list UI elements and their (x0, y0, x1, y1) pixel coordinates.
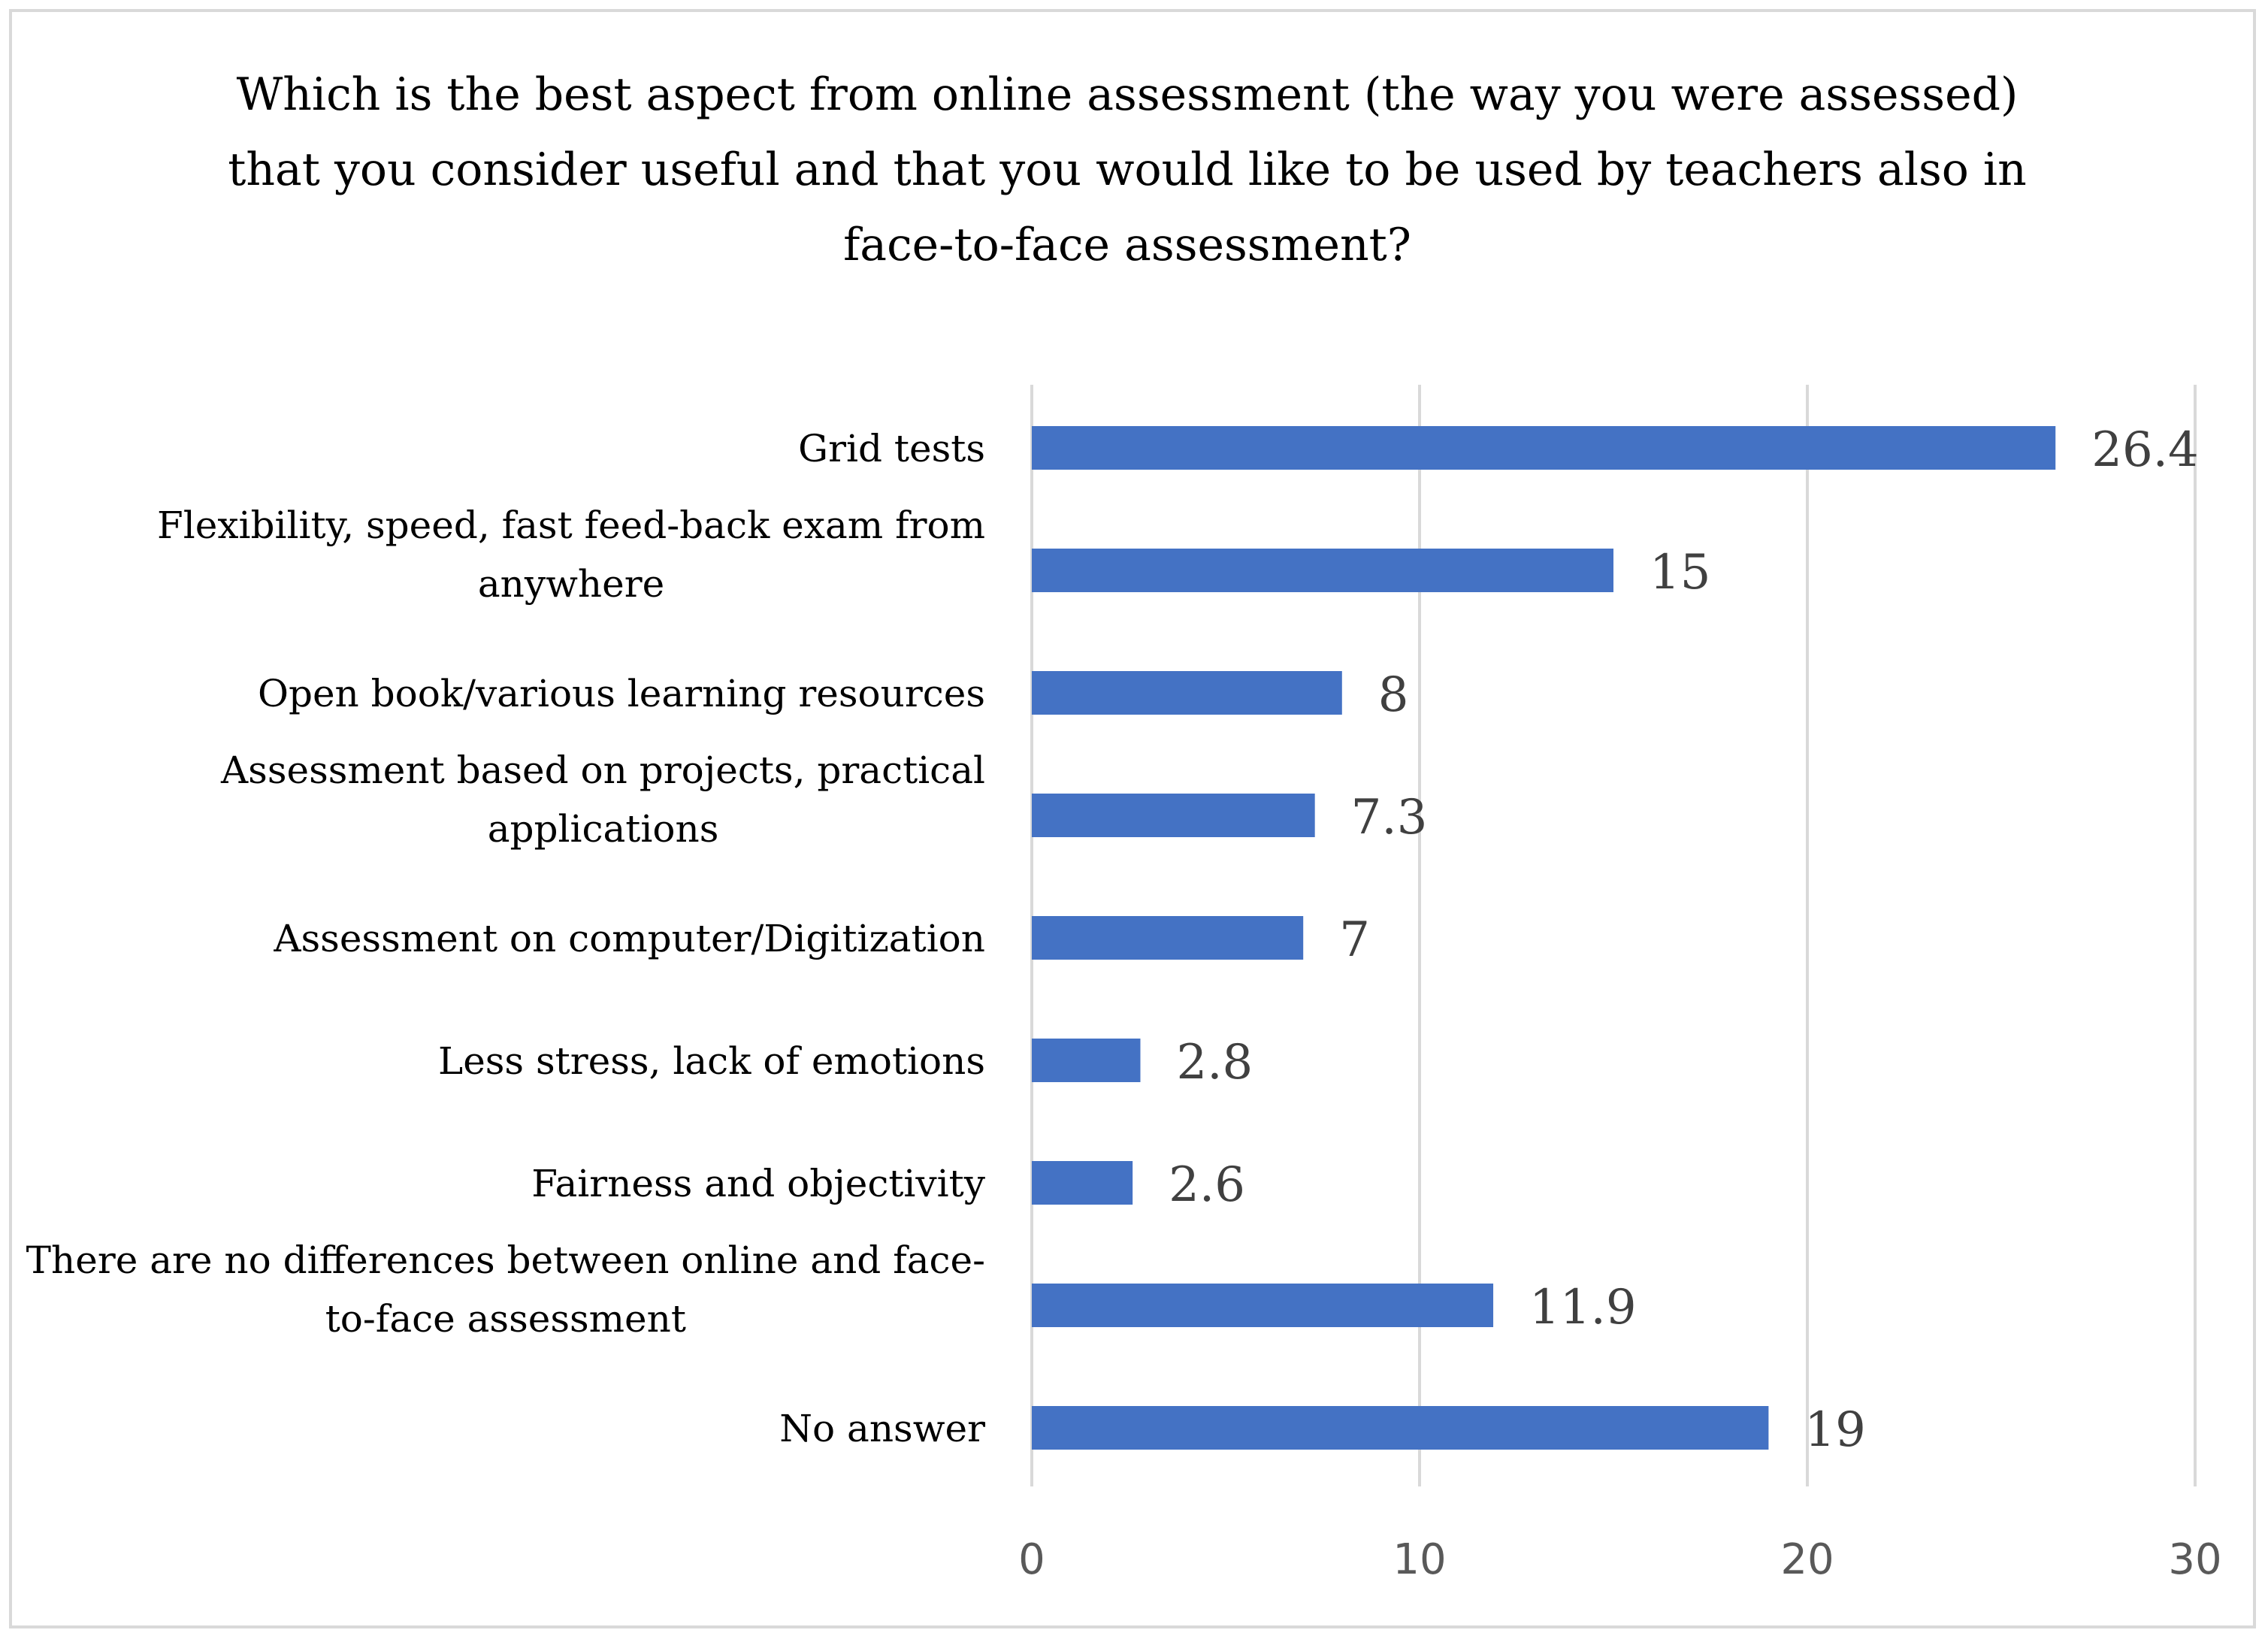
value-label: 8 (1378, 667, 1409, 723)
bar (1032, 549, 1613, 592)
bar (1032, 426, 2056, 470)
x-tick-label: 30 (2168, 1535, 2221, 1584)
value-label: 2.8 (1176, 1035, 1253, 1090)
x-tick-label: 0 (1018, 1535, 1045, 1584)
category-label: Assessment on computer/Digitization (273, 917, 985, 960)
category-label: Less stress, lack of emotions (438, 1039, 985, 1083)
value-label: 7 (1339, 912, 1370, 968)
value-label: 11.9 (1529, 1280, 1637, 1335)
bar (1032, 671, 1342, 715)
bar (1032, 1284, 1494, 1327)
category-label: Open book/various learning resources (258, 672, 985, 715)
category-label: There are no differences between online … (26, 1238, 985, 1282)
value-label: 19 (1804, 1402, 1865, 1458)
bar (1032, 916, 1304, 960)
x-axis-ticks: 0 10 20 30 (1018, 1535, 2221, 1584)
value-label: 7.3 (1351, 790, 1428, 845)
category-label: Flexibility, speed, fast feed-back exam … (157, 503, 985, 547)
x-tick-label: 20 (1780, 1535, 1834, 1584)
category-label: Grid tests (798, 427, 985, 470)
value-label: 15 (1650, 545, 1710, 600)
value-label: 2.6 (1169, 1157, 1245, 1213)
category-label: to-face assessment (325, 1297, 686, 1341)
bar (1032, 1161, 1133, 1205)
category-label: anywhere (478, 562, 664, 606)
category-label: Fairness and objectivity (531, 1162, 986, 1205)
category-labels: Grid tests Flexibility, speed, fast feed-… (26, 427, 986, 1450)
category-label: No answer (779, 1407, 985, 1450)
value-labels: 26.4 15 8 7.3 7 2.8 2.6 11.9 19 (1169, 422, 2199, 1458)
bars (1032, 426, 2056, 1450)
bar (1032, 1406, 1769, 1450)
bar (1032, 1039, 1141, 1082)
chart-title: Which is the best aspect from online ass… (228, 68, 2027, 271)
category-label: Assessment based on projects, practical (220, 748, 985, 792)
bar (1032, 794, 1315, 837)
value-label: 26.4 (2091, 422, 2199, 478)
x-tick-label: 10 (1393, 1535, 1446, 1584)
category-label: applications (488, 807, 719, 851)
